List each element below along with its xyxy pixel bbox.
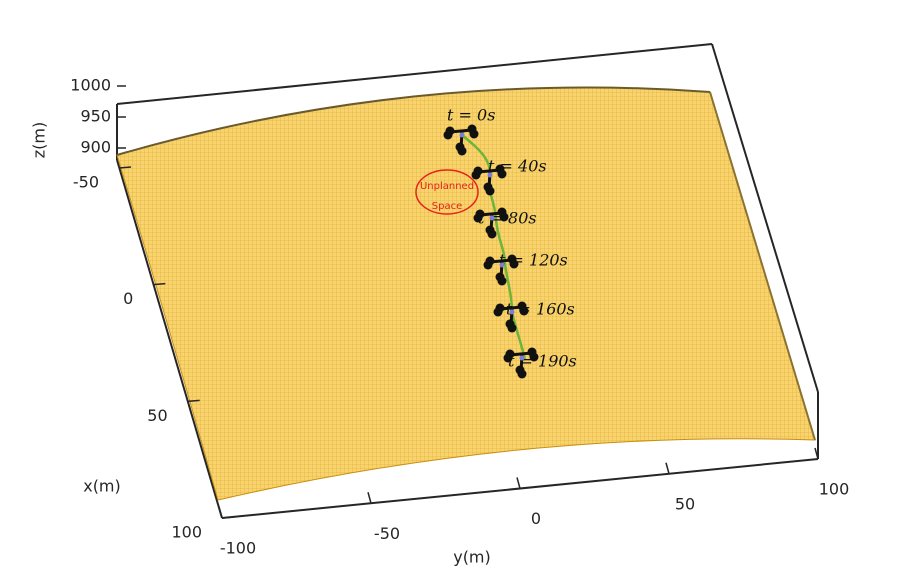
region-label: Unplanned [420,181,474,192]
arm [449,128,473,134]
y-tick-label: 0 [531,509,541,528]
y-tick-label: 100 [819,480,850,499]
arm [477,168,501,174]
x-tick-label: -50 [73,173,99,192]
hub [509,309,515,315]
arm [489,258,513,264]
region-label: Space [432,201,462,212]
x-axis-label: x(m) [83,477,121,496]
x-tick [153,282,166,286]
rotor [529,352,539,362]
y-tick [516,477,521,489]
hub [487,172,493,178]
y-tick [367,492,372,504]
arm [479,211,503,217]
arm [509,351,533,357]
surface-edge [116,86,711,156]
time-annotation: t = 190s [508,352,577,371]
y-axis-label: y(m) [453,548,491,567]
z-axis-label: z(m) [30,122,49,158]
rotor [519,306,529,316]
x-tick [187,399,200,403]
drone [471,164,507,196]
z-tick-label: 900 [80,138,111,157]
hub [499,262,505,268]
x-tick [118,166,132,169]
rotor [469,129,479,139]
drone [443,124,479,156]
x-tick-label: 0 [123,289,133,308]
rotor [499,212,509,222]
drone [483,254,519,286]
x-tick-label: 50 [147,406,167,425]
hub [489,215,495,221]
hub [459,132,465,138]
rotor [497,169,507,179]
y-tick-label: -50 [374,524,400,543]
drone [473,207,509,239]
y-tick [665,462,670,474]
unplanned-region [415,169,479,215]
surface-edge [709,91,816,441]
y-tick [814,447,819,460]
hub [519,355,525,361]
rotor [509,259,519,269]
time-annotation: t = 0s [447,106,495,125]
z-tick-label: 1000 [70,76,111,95]
drone [493,301,529,333]
drone [503,347,539,379]
x-tick-label: 100 [171,523,202,542]
y-tick-label: -100 [220,539,256,558]
y-tick-label: 50 [675,494,695,513]
arm [499,305,523,311]
z-tick-label: 950 [80,107,111,126]
y-tick [218,506,223,519]
x-tick [221,516,235,519]
